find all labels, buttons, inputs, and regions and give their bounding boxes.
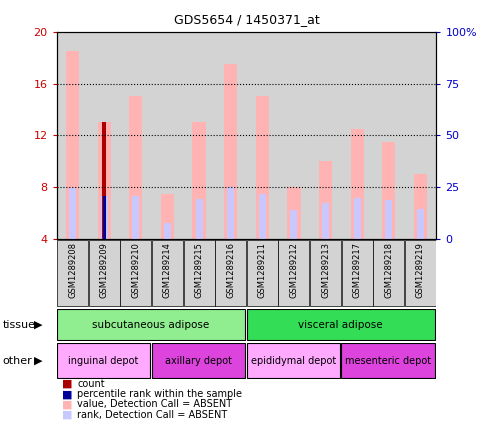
Bar: [69, 189, 76, 239]
Bar: [310, 32, 341, 239]
Bar: [192, 122, 206, 239]
Text: GSM1289215: GSM1289215: [195, 242, 204, 298]
Bar: [279, 240, 310, 306]
Text: GSM1289217: GSM1289217: [352, 242, 362, 298]
Bar: [161, 194, 174, 239]
Text: value, Detection Call = ABSENT: value, Detection Call = ABSENT: [77, 399, 233, 409]
Text: visceral adipose: visceral adipose: [298, 320, 383, 330]
Bar: [256, 96, 269, 239]
Bar: [183, 240, 214, 306]
Bar: [322, 203, 329, 239]
Text: GSM1289213: GSM1289213: [321, 242, 330, 298]
Text: mesenteric depot: mesenteric depot: [345, 356, 431, 365]
Text: axillary depot: axillary depot: [165, 356, 232, 365]
Text: ■: ■: [62, 389, 72, 399]
Text: rank, Detection Call = ABSENT: rank, Detection Call = ABSENT: [77, 409, 228, 420]
Bar: [341, 32, 373, 239]
Bar: [414, 174, 427, 239]
Text: GSM1289216: GSM1289216: [226, 242, 235, 298]
Text: GSM1289211: GSM1289211: [258, 242, 267, 298]
Bar: [183, 32, 215, 239]
Text: subcutaneous adipose: subcutaneous adipose: [92, 320, 210, 330]
Bar: [354, 198, 361, 239]
Text: count: count: [77, 379, 105, 389]
Bar: [373, 32, 405, 239]
Text: ■: ■: [62, 379, 72, 389]
Bar: [382, 142, 395, 239]
Bar: [373, 240, 404, 306]
Bar: [341, 343, 435, 378]
Text: inguinal depot: inguinal depot: [68, 356, 139, 365]
Bar: [287, 187, 301, 239]
Bar: [278, 32, 310, 239]
Bar: [310, 240, 341, 306]
Bar: [98, 122, 111, 239]
Bar: [224, 64, 237, 239]
Bar: [120, 240, 151, 306]
Bar: [57, 240, 88, 306]
Bar: [386, 200, 392, 239]
Bar: [101, 196, 107, 239]
Bar: [290, 211, 297, 239]
Bar: [102, 122, 106, 239]
Text: ■: ■: [62, 409, 72, 420]
Bar: [247, 240, 278, 306]
Bar: [152, 343, 245, 378]
Bar: [57, 310, 245, 340]
Bar: [103, 196, 106, 239]
Bar: [88, 32, 120, 239]
Bar: [164, 223, 171, 239]
Text: percentile rank within the sample: percentile rank within the sample: [77, 389, 243, 399]
Bar: [405, 32, 436, 239]
Text: ▶: ▶: [34, 320, 42, 330]
Bar: [227, 187, 234, 239]
Bar: [215, 32, 246, 239]
Text: GSM1289210: GSM1289210: [131, 242, 141, 298]
Bar: [246, 343, 340, 378]
Text: epididymal depot: epididymal depot: [250, 356, 336, 365]
Bar: [129, 96, 142, 239]
Bar: [196, 199, 203, 239]
Text: GDS5654 / 1450371_at: GDS5654 / 1450371_at: [174, 13, 319, 26]
Bar: [246, 310, 435, 340]
Text: other: other: [2, 356, 32, 365]
Text: GSM1289219: GSM1289219: [416, 242, 425, 298]
Bar: [259, 194, 266, 239]
Bar: [57, 343, 150, 378]
Bar: [405, 240, 436, 306]
Text: ■: ■: [62, 399, 72, 409]
Text: GSM1289209: GSM1289209: [100, 242, 108, 298]
Bar: [246, 32, 278, 239]
Bar: [417, 209, 424, 239]
Text: GSM1289218: GSM1289218: [385, 242, 393, 298]
Bar: [120, 32, 152, 239]
Bar: [342, 240, 373, 306]
Bar: [66, 51, 79, 239]
Bar: [89, 240, 120, 306]
Text: GSM1289208: GSM1289208: [68, 242, 77, 298]
Bar: [132, 196, 139, 239]
Text: GSM1289212: GSM1289212: [289, 242, 298, 298]
Bar: [152, 240, 183, 306]
Bar: [319, 161, 332, 239]
Text: GSM1289214: GSM1289214: [163, 242, 172, 298]
Text: tissue: tissue: [2, 320, 35, 330]
Bar: [215, 240, 246, 306]
Text: ▶: ▶: [34, 356, 42, 365]
Bar: [152, 32, 183, 239]
Bar: [57, 32, 88, 239]
Bar: [351, 129, 364, 239]
